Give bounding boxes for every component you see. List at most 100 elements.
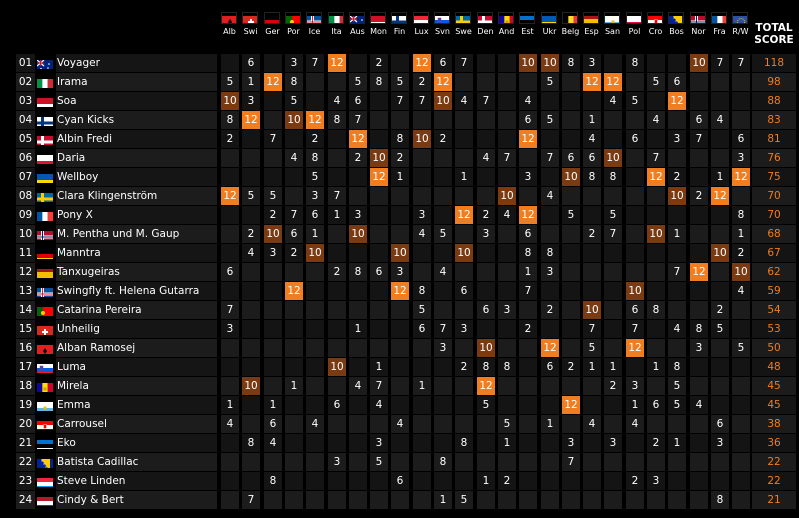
- score-cell: [391, 339, 409, 357]
- score-cell: 7: [668, 263, 686, 281]
- rank: 12: [16, 263, 35, 281]
- score-cell: 8: [434, 453, 452, 471]
- score-cell: [541, 396, 559, 414]
- score-cell: 4: [583, 130, 601, 148]
- table-row: 18 Mirela 10 1 4 7 1 12 2 3 5 45: [16, 377, 796, 395]
- score-cell: [306, 263, 324, 281]
- score-cell: [498, 396, 516, 414]
- flag-icon-swe: [455, 12, 471, 24]
- score-cell: [370, 92, 388, 110]
- score-cell: 3: [626, 377, 644, 395]
- score-cell: [583, 92, 601, 110]
- score-cell: 1: [434, 491, 452, 509]
- score-cell: [541, 206, 559, 224]
- rank: 08: [16, 187, 35, 205]
- score-cell: 2: [498, 472, 516, 490]
- score-cell: [498, 54, 516, 72]
- rank: 07: [16, 168, 35, 186]
- score-cell: [626, 358, 644, 376]
- table-row: 19 Emma 1 1 6 4 5 12 1 6 5 4 45: [16, 396, 796, 414]
- score-cell: 6: [583, 149, 601, 167]
- rank: 04: [16, 111, 35, 129]
- score-cell: 12: [626, 339, 644, 357]
- score-cell: [391, 377, 409, 395]
- score-cell: [498, 263, 516, 281]
- score-cell: 12: [541, 339, 559, 357]
- total-score: 22: [752, 472, 796, 490]
- score-cell: 6: [370, 263, 388, 281]
- score-cell: [477, 491, 495, 509]
- score-cell: [583, 206, 601, 224]
- score-cell: 4: [264, 434, 282, 452]
- table-row: 11 Manntra 4 3 2 10 10 10 8 8 10 2 67: [16, 244, 796, 262]
- score-cell: 3: [690, 339, 708, 357]
- score-cell: [306, 320, 324, 338]
- total-score: 45: [752, 377, 796, 395]
- score-cell: [519, 415, 537, 433]
- score-cell: [306, 358, 324, 376]
- flag-icon: [37, 247, 53, 259]
- total-score: 59: [752, 282, 796, 300]
- rank: 21: [16, 434, 35, 452]
- score-cell: [264, 320, 282, 338]
- score-cell: [349, 168, 367, 186]
- score-cell: [647, 187, 665, 205]
- flag-icon: [37, 114, 53, 126]
- score-cell: [477, 434, 495, 452]
- score-cell: 8: [264, 472, 282, 490]
- artist-name: Cindy & Bert: [56, 491, 217, 509]
- rank: 20: [16, 415, 35, 433]
- total-score: 70: [752, 187, 796, 205]
- country-abbr: Aus: [350, 27, 365, 36]
- score-cell: 4: [328, 92, 346, 110]
- score-cell: 4: [626, 415, 644, 433]
- score-cell: [477, 73, 495, 91]
- score-cell: 5: [668, 396, 686, 414]
- country-abbr: Esp: [584, 27, 599, 36]
- score-cell: 8: [391, 130, 409, 148]
- score-cell: 2: [242, 225, 260, 243]
- score-cell: 3: [604, 434, 622, 452]
- score-cell: 12: [285, 282, 303, 300]
- country-abbr: Swe: [455, 27, 472, 36]
- score-cell: 1: [711, 168, 729, 186]
- score-cell: 2: [668, 168, 686, 186]
- score-cell: [732, 187, 750, 205]
- score-cell: 12: [477, 377, 495, 395]
- score-cell: 6: [541, 358, 559, 376]
- score-cell: 1: [306, 225, 324, 243]
- country-abbr: Nor: [691, 27, 706, 36]
- total-score: 75: [752, 168, 796, 186]
- score-cell: [328, 377, 346, 395]
- score-cell: [455, 396, 473, 414]
- score-cell: [264, 111, 282, 129]
- score-cell: [604, 111, 622, 129]
- score-cell: 3: [732, 149, 750, 167]
- score-cell: [498, 244, 516, 262]
- score-cell: [328, 130, 346, 148]
- score-cell: [519, 434, 537, 452]
- score-cell: [477, 130, 495, 148]
- score-cell: [541, 225, 559, 243]
- score-cell: 2: [477, 206, 495, 224]
- score-cell: [455, 415, 473, 433]
- score-cell: [328, 434, 346, 452]
- total-score: 50: [752, 339, 796, 357]
- score-cell: [519, 187, 537, 205]
- score-cell: 7: [626, 320, 644, 338]
- score-cell: 5: [434, 225, 452, 243]
- score-cell: 1: [349, 320, 367, 338]
- score-cell: 5: [604, 206, 622, 224]
- score-cell: [668, 415, 686, 433]
- rank: 01: [16, 54, 35, 72]
- score-cell: [498, 111, 516, 129]
- score-cell: 7: [647, 149, 665, 167]
- score-cell: 2: [370, 54, 388, 72]
- score-cell: 8: [562, 54, 580, 72]
- score-cell: [434, 149, 452, 167]
- score-cell: 10: [349, 225, 367, 243]
- score-cell: [732, 73, 750, 91]
- score-cell: 8: [690, 320, 708, 338]
- score-cell: [562, 377, 580, 395]
- flag-icon-ice: [306, 12, 322, 24]
